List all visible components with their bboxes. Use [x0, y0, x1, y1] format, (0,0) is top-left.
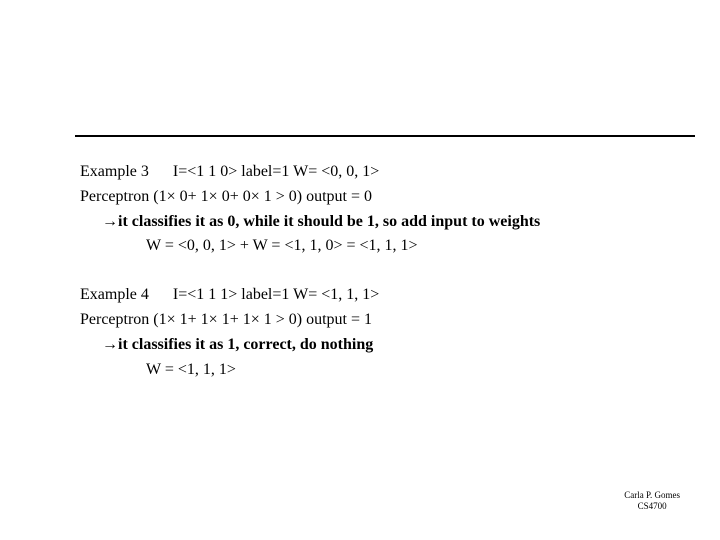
example-4-line1: Example 4 I=<1 1 1> label=1 W= <1, 1, 1> — [80, 283, 660, 308]
example-4-block: Example 4 I=<1 1 1> label=1 W= <1, 1, 1>… — [80, 283, 660, 382]
slide-footer: Carla P. Gomes CS4700 — [624, 490, 680, 512]
example-3-line4: W = <0, 0, 1> + W = <1, 1, 0> = <1, 1, 1… — [80, 234, 660, 259]
example-3-block: Example 3 I=<1 1 0> label=1 W= <0, 0, 1>… — [80, 160, 660, 259]
arrow-icon: → — [102, 336, 118, 353]
ex4-input: I=<1 1 1> label=1 W= <1, 1, 1> — [173, 286, 379, 303]
example-4-line3: →it classifies it as 1, correct, do noth… — [80, 333, 660, 358]
footer-course: CS4700 — [624, 501, 680, 512]
ex4-classify: it classifies it as 1, correct, do nothi… — [118, 336, 373, 353]
ex3-classify: it classifies it as 0, while it should b… — [118, 213, 540, 230]
arrow-icon: → — [102, 213, 118, 230]
slide-content: Example 3 I=<1 1 0> label=1 W= <0, 0, 1>… — [80, 160, 660, 406]
example-3-line1: Example 3 I=<1 1 0> label=1 W= <0, 0, 1> — [80, 160, 660, 185]
example-4-line2: Perceptron (1× 1+ 1× 1+ 1× 1 > 0) output… — [80, 308, 660, 333]
example-3-line2: Perceptron (1× 0+ 1× 0+ 0× 1 > 0) output… — [80, 185, 660, 210]
example-3-line3: →it classifies it as 0, while it should … — [80, 210, 660, 235]
horizontal-rule — [75, 135, 695, 137]
footer-author: Carla P. Gomes — [624, 490, 680, 501]
ex3-label: Example 3 — [80, 163, 149, 180]
ex4-label: Example 4 — [80, 286, 149, 303]
example-4-line4: W = <1, 1, 1> — [80, 358, 660, 383]
ex3-input: I=<1 1 0> label=1 W= <0, 0, 1> — [173, 163, 379, 180]
